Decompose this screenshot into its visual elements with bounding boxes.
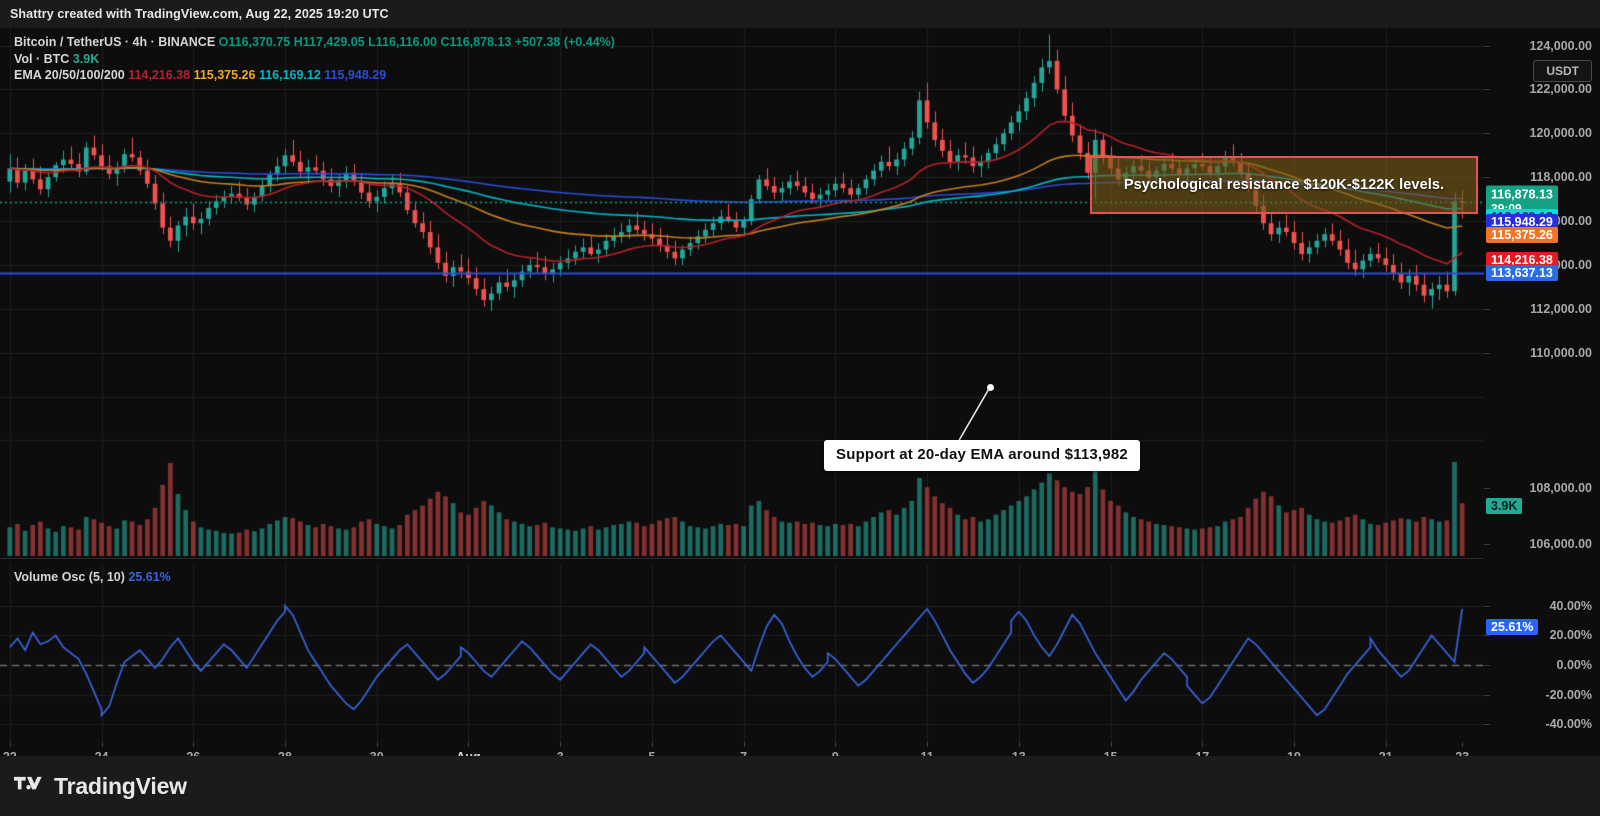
- price-axis[interactable]: USDT 124,000.00 122,000.00 120,000.00 118,0…: [1484, 28, 1600, 742]
- oscillator-value-badge[interactable]: 25.61%: [1486, 619, 1539, 636]
- time-tick-mark: [1386, 742, 1387, 747]
- axis-tick-mark: [1484, 89, 1490, 91]
- time-tick-mark: [377, 742, 378, 747]
- ema20-price-badge-value: 114,216.38: [1491, 253, 1553, 268]
- axis-tick-mark: [1484, 45, 1490, 47]
- footer-bar: TradingView: [0, 756, 1600, 816]
- osc-axis-tick-mark: [1484, 635, 1490, 637]
- price-axis-label-8: 108,000.00: [1529, 481, 1592, 495]
- quote-currency-chip[interactable]: USDT: [1533, 60, 1592, 82]
- time-tick-mark: [744, 742, 745, 747]
- osc-axis-tick-mark: [1484, 724, 1490, 726]
- ema200-price-badge[interactable]: 115,948.29: [1486, 214, 1558, 231]
- last-price-badge-value: 116,878.13: [1491, 187, 1553, 202]
- caption-text: Shattry created with TradingView.com, Au…: [10, 7, 389, 21]
- axis-tick-mark: [1484, 308, 1490, 310]
- time-tick-mark: [285, 742, 286, 747]
- time-tick-mark: [560, 742, 561, 747]
- tradingview-brand-text: TradingView: [54, 772, 187, 799]
- axis-tick-mark: [1484, 133, 1490, 135]
- axis-tick-mark: [1484, 352, 1490, 354]
- time-tick-mark: [193, 742, 194, 747]
- osc-axis-tick-mark: [1484, 694, 1490, 696]
- support-annotation-text: Support at 20-day EMA around $113,982: [836, 446, 1128, 463]
- time-tick-mark: [102, 742, 103, 747]
- time-tick-mark: [1462, 742, 1463, 747]
- time-tick-mark: [652, 742, 653, 747]
- ema20-price-badge[interactable]: 114,216.38: [1486, 252, 1558, 269]
- time-tick-mark: [1294, 742, 1295, 747]
- volume-value-badge: 3.9K: [1486, 498, 1523, 514]
- resistance-annotation-box[interactable]: Psychological resistance $120K-$122K lev…: [1090, 156, 1478, 214]
- price-axis-label-1: 122,000.00: [1529, 82, 1592, 97]
- price-axis-label-3: 118,000.00: [1530, 170, 1592, 185]
- tradingview-logo-icon: [14, 776, 42, 790]
- support-line-price-badge[interactable]: 113,637.13: [1486, 264, 1558, 281]
- pane-divider-1: [0, 558, 1484, 559]
- time-tick-mark: [468, 742, 469, 747]
- time-tick-mark: [835, 742, 836, 747]
- ema50-price-badge[interactable]: 115,375.26: [1486, 226, 1558, 243]
- time-tick-mark: [1202, 742, 1203, 747]
- ema200-price-badge-value: 115,948.29: [1491, 215, 1553, 230]
- time-tick-mark: [1019, 742, 1020, 747]
- resistance-annotation-text: Psychological resistance $120K-$122K lev…: [1123, 177, 1445, 193]
- time-tick-mark: [10, 742, 11, 747]
- osc-axis-label-4: -40.00%: [1545, 717, 1592, 732]
- osc-axis-label-0: 40.00%: [1549, 598, 1592, 613]
- osc-axis-label-3: -20.00%: [1545, 687, 1592, 702]
- osc-axis-tick-mark: [1484, 605, 1490, 607]
- support-line-price-badge-value: 113,637.13: [1491, 265, 1553, 280]
- price-axis-label-2: 120,000.00: [1529, 126, 1592, 141]
- time-tick-mark: [927, 742, 928, 747]
- price-axis-label-9: 106,000.00: [1529, 537, 1592, 551]
- caption-bar: Shattry created with TradingView.com, Au…: [0, 0, 1600, 28]
- ema50-price-badge-value: 115,375.26: [1491, 227, 1553, 242]
- chart-shell: Bitcoin / TetherUS · 4h · BINANCE O116,3…: [0, 28, 1600, 764]
- callout-leader-line: [953, 386, 991, 450]
- callout-anchor-dot: [987, 384, 994, 391]
- oscillator-canvas: [0, 564, 1484, 742]
- price-axis-label-7: 110,000.00: [1530, 345, 1592, 360]
- axis-tick-mark: [1484, 488, 1490, 489]
- axis-tick-mark: [1484, 544, 1490, 545]
- support-annotation-callout[interactable]: Support at 20-day EMA around $113,982: [824, 440, 1140, 471]
- price-pane[interactable]: Bitcoin / TetherUS · 4h · BINANCE O116,3…: [0, 28, 1484, 558]
- price-axis-label-6: 112,000.00: [1530, 301, 1592, 316]
- axis-tick-mark: [1484, 177, 1490, 179]
- price-axis-label-0: 124,000.00: [1529, 38, 1592, 53]
- osc-axis-tick-mark: [1484, 665, 1490, 666]
- price-canvas: [0, 28, 1484, 558]
- time-tick-mark: [1111, 742, 1112, 747]
- osc-axis-label-2: 0.00%: [1556, 658, 1592, 672]
- osc-axis-label-1: 20.00%: [1549, 628, 1592, 643]
- oscillator-pane[interactable]: Volume Osc (5, 10) 25.61%: [0, 564, 1484, 742]
